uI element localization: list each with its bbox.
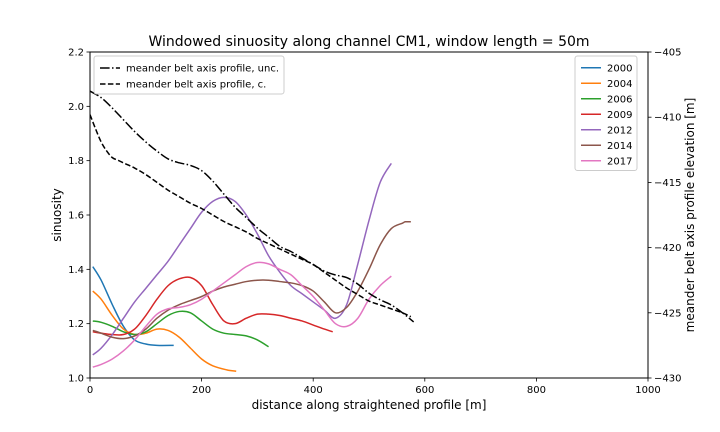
series-line-2006 xyxy=(92,310,269,348)
legend-label: meander belt axis profile, c. xyxy=(126,80,266,91)
legend-profile xyxy=(93,55,285,95)
legend-label: 2012 xyxy=(607,125,632,136)
y2-tick-label: −420 xyxy=(654,243,681,254)
y2-tick-label: −405 xyxy=(654,48,681,59)
y2-tick-label: −410 xyxy=(654,113,681,124)
x-tick-label: 400 xyxy=(304,385,323,396)
series-line-2004 xyxy=(92,290,237,372)
y-tick-label: 2.0 xyxy=(68,102,84,113)
y-tick-label: 1.8 xyxy=(68,156,84,167)
x-tick-label: 200 xyxy=(192,385,211,396)
y2-tick-label: −425 xyxy=(654,308,681,319)
y-tick-label: 1.2 xyxy=(68,319,84,330)
x-axis-label: distance along straightened profile [m] xyxy=(252,398,487,412)
y-tick-label: 1.6 xyxy=(68,211,84,222)
series-line-2009 xyxy=(92,276,333,336)
series-line-profile-unc xyxy=(90,90,415,323)
legend-years xyxy=(574,55,638,171)
y-tick-label: 1.0 xyxy=(68,374,84,385)
legend-label: 2000 xyxy=(607,63,632,74)
legend-label: 2004 xyxy=(607,79,632,90)
series-line-2017 xyxy=(92,261,392,368)
axis-ticks: 0 200 400 600 800 1000 1.0 1.2 1.4 1.6 1.8 2.0 2.2 −4… xyxy=(68,48,681,397)
x-tick-label: 800 xyxy=(527,385,546,396)
legend-label: 2009 xyxy=(607,110,632,121)
legend-label: 2017 xyxy=(607,156,632,167)
chart-title: Windowed sinuosity along channel CM1, wi… xyxy=(148,34,589,50)
legend-label: meander belt axis profile, unc. xyxy=(126,64,279,75)
series-line-profile-c xyxy=(90,114,412,318)
x-tick-label: 600 xyxy=(415,385,434,396)
x-tick-label: 0 xyxy=(87,385,93,396)
y-tick-label: 2.2 xyxy=(68,48,84,59)
y-axis-label: sinuosity xyxy=(50,188,64,242)
legend-label: 2006 xyxy=(607,94,632,105)
y2-axis-label: meander belt axis profile elevation [m] xyxy=(683,98,697,333)
series-line-2012 xyxy=(92,162,392,356)
series-line-2014 xyxy=(92,220,411,340)
legends: meander belt axis profile, unc. meander b… xyxy=(93,55,638,171)
x-tick-label: 1000 xyxy=(635,385,660,396)
legend-label: 2014 xyxy=(607,141,632,152)
axes-frame xyxy=(89,51,649,379)
y-tick-label: 1.4 xyxy=(68,265,84,276)
y2-tick-label: −430 xyxy=(654,374,681,385)
plot-area xyxy=(90,90,415,372)
y2-tick-label: −415 xyxy=(654,178,681,189)
